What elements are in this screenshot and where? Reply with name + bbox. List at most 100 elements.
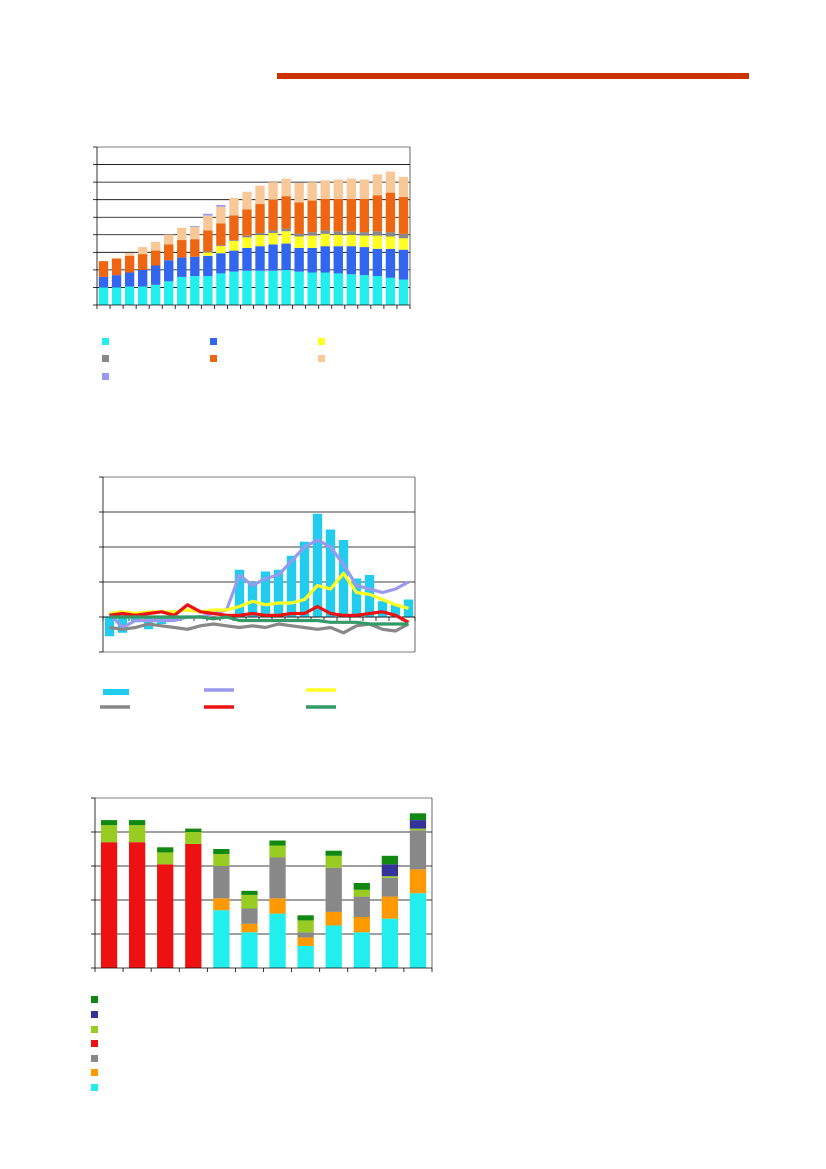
chart1-bar-s6-c4 xyxy=(137,247,148,255)
chart1-bar-s5-c9 xyxy=(203,230,213,252)
chart3-bar-s2-c5 xyxy=(213,898,230,911)
chart1 xyxy=(93,146,411,380)
chart3-bar-s7-c9 xyxy=(325,850,342,856)
chart3-bar-s5-c4 xyxy=(185,832,202,844)
chart1-bar-s5-c20 xyxy=(346,198,357,232)
chart1-bar-s5-c2 xyxy=(111,258,122,276)
chart2 xyxy=(99,476,416,709)
chart3-bar-s2-c6 xyxy=(241,923,258,933)
chart3-bar-s3-c8 xyxy=(297,932,314,938)
chart3-bar-s5-c6 xyxy=(241,894,258,909)
chart3-bar-s6-c11 xyxy=(381,864,399,877)
chart3-bar-s4-c2 xyxy=(128,842,146,968)
chart1-bar-s4-c17 xyxy=(307,232,317,236)
chart1-legend-swatch-6 xyxy=(318,355,325,362)
chart1-bar-s4-c11 xyxy=(229,240,239,241)
chart1-bar-s2-c11 xyxy=(229,250,239,272)
chart1-bar-s3-c10 xyxy=(216,246,226,254)
chart2-bar-c2 xyxy=(117,617,128,633)
chart3-bar-s1-c5 xyxy=(213,910,230,968)
chart1-bar-s4-c23 xyxy=(385,232,396,237)
chart1-bar-s1-c16 xyxy=(294,271,304,305)
chart1-bar-s1-c20 xyxy=(346,274,357,305)
chart1-bar-s7-c10 xyxy=(216,204,226,207)
chart3-legend-swatch-5 xyxy=(91,1026,98,1033)
chart3-bar-s3-c9 xyxy=(325,867,342,912)
chart1-bar-s1-c13 xyxy=(255,270,265,305)
chart1-bar-s1-c22 xyxy=(372,276,383,305)
chart1-bar-s3-c13 xyxy=(255,234,265,247)
chart1-bar-s5-c1 xyxy=(98,261,109,277)
chart1-bar-s1-c10 xyxy=(216,273,226,305)
chart1-bar-s4-c15 xyxy=(281,228,291,232)
chart3-bar-s1-c7 xyxy=(269,913,286,968)
chart3-bar-s5-c8 xyxy=(297,920,314,933)
chart3-bar-s5-c12 xyxy=(409,828,427,831)
chart1-bar-s3-c16 xyxy=(294,236,304,248)
chart1-bar-s6-c14 xyxy=(268,182,278,200)
chart3-legend-swatch-2 xyxy=(91,1069,98,1076)
chart3-bar-s7-c10 xyxy=(353,883,370,890)
chart3-legend-swatch-1 xyxy=(91,1084,98,1091)
chart1-bar-s3-c18 xyxy=(320,233,330,247)
chart1-bar-s4-c9 xyxy=(203,251,213,253)
chart3-bar-s1-c11 xyxy=(381,918,399,968)
chart1-bar-s1-c24 xyxy=(398,279,409,305)
chart1-bar-s4-c19 xyxy=(333,231,343,235)
chart1-bar-s5-c14 xyxy=(268,199,278,231)
chart3-bar-s7-c3 xyxy=(157,847,174,853)
chart3 xyxy=(91,797,433,1091)
chart1-bar-s1-c1 xyxy=(98,287,109,305)
chart1-bar-s5-c6 xyxy=(164,244,174,261)
chart3-bar-s7-c1 xyxy=(100,820,118,826)
chart3-bar-s7-c11 xyxy=(381,855,399,865)
chart1-bar-s1-c11 xyxy=(229,271,239,305)
chart3-legend-swatch-4 xyxy=(91,1040,98,1047)
chart1-bar-s1-c15 xyxy=(281,269,291,305)
chart1-bar-s1-c18 xyxy=(320,272,330,305)
chart3-bar-s7-c6 xyxy=(241,890,258,895)
chart1-bar-s5-c15 xyxy=(281,196,291,229)
chart3-bar-s5-c9 xyxy=(325,855,342,868)
chart1-legend-swatch-5 xyxy=(210,355,217,362)
chart2-bar-c12 xyxy=(247,582,258,617)
chart1-bar-s1-c9 xyxy=(203,276,213,305)
chart1-bar-s5-c21 xyxy=(359,198,370,233)
chart2-bar-c23 xyxy=(390,604,401,617)
chart1-bar-s6-c22 xyxy=(372,174,383,196)
chart1-legend-swatch-4 xyxy=(102,355,109,362)
chart1-bar-s4-c14 xyxy=(268,230,278,234)
chart3-bar-s1-c12 xyxy=(409,893,427,968)
chart3-bar-s5-c10 xyxy=(353,889,370,897)
chart1-bar-s2-c6 xyxy=(164,260,174,282)
chart1-bar-s5-c10 xyxy=(216,223,226,246)
chart3-bar-s5-c5 xyxy=(213,854,230,866)
chart3-bar-s3-c11 xyxy=(381,877,399,897)
chart1-bar-s2-c7 xyxy=(177,257,187,277)
chart3-bar-s2-c9 xyxy=(325,911,342,926)
chart2-bar-c1 xyxy=(104,617,115,637)
chart1-bar-s6-c15 xyxy=(281,178,291,197)
chart3-bar-s2-c11 xyxy=(381,896,399,919)
chart1-bar-s5-c4 xyxy=(137,254,148,270)
chart1-bar-s2-c13 xyxy=(255,246,265,271)
chart2-line-1 xyxy=(108,538,410,630)
chart1-bar-s2-c23 xyxy=(385,248,396,278)
chart1-bar-s2-c1 xyxy=(98,276,109,288)
chart1-bar-s5-c13 xyxy=(255,204,265,234)
chart3-bar-s2-c7 xyxy=(269,898,286,914)
chart1-bar-s1-c19 xyxy=(333,273,343,305)
chart3-bar-s2-c8 xyxy=(297,937,314,946)
chart3-bar-s5-c3 xyxy=(157,852,174,865)
chart1-bar-s2-c9 xyxy=(203,255,213,277)
chart1-legend-swatch-1 xyxy=(102,338,109,345)
chart3-bar-s4-c3 xyxy=(157,864,174,968)
chart3-bar-s5-c2 xyxy=(128,825,146,843)
chart3-bar-s1-c9 xyxy=(325,925,342,968)
chart2-bar-c16 xyxy=(299,541,310,617)
chart1-bar-s2-c22 xyxy=(372,248,383,277)
chart1-bar-s4-c10 xyxy=(216,245,226,247)
chart1-bar-s5-c18 xyxy=(320,198,330,231)
chart1-bar-s2-c20 xyxy=(346,246,357,275)
chart1-bar-s6-c11 xyxy=(229,197,239,216)
